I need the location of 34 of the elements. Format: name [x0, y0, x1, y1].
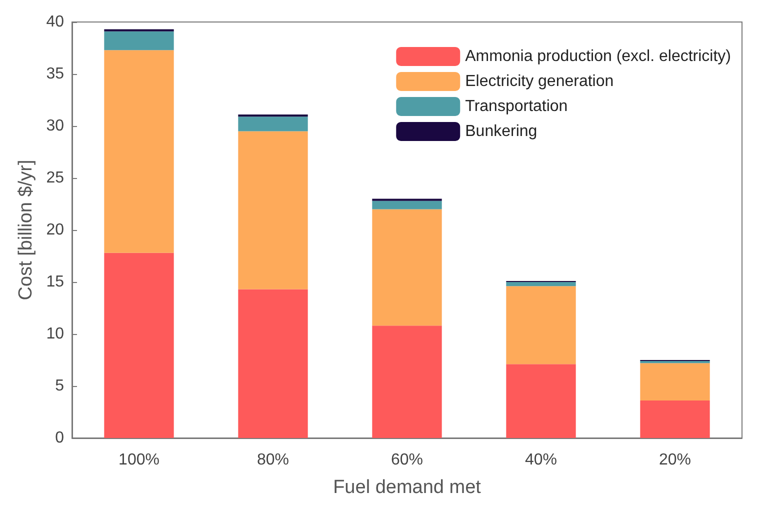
bar: [506, 282, 576, 286]
legend-label: Electricity generation: [465, 73, 614, 90]
y-tick-label: 0: [55, 430, 64, 446]
y-tick-label: 25: [46, 170, 64, 186]
y-tick-label: 15: [46, 274, 64, 290]
bar: [238, 116, 308, 132]
bar: [506, 364, 576, 438]
legend-label: Ammonia production (excl. electricity): [465, 48, 732, 65]
bar: [238, 131, 308, 290]
legend-label: Bunkering: [465, 123, 538, 140]
x-axis-title: Fuel demand met: [333, 477, 482, 498]
bar: [640, 363, 710, 401]
bar: [238, 289, 308, 438]
x-tick-label: 40%: [524, 452, 558, 468]
bar: [372, 209, 442, 326]
y-tick-label: 10: [46, 326, 64, 342]
y-tick-label: 30: [46, 118, 64, 134]
bar: [104, 31, 174, 50]
x-tick-label: 60%: [390, 452, 424, 468]
bar: [506, 286, 576, 364]
legend-label: Transportation: [465, 98, 568, 115]
x-tick-label: 100%: [118, 452, 160, 468]
y-tick-label: 35: [46, 66, 64, 82]
x-tick-label: 80%: [256, 452, 290, 468]
y-tick-label: 20: [46, 222, 64, 238]
x-tick-label: 20%: [658, 452, 692, 468]
bar: [104, 252, 174, 438]
y-tick-label: 40: [46, 14, 64, 30]
bar: [104, 50, 174, 253]
bar: [372, 200, 442, 210]
bar: [640, 400, 710, 438]
y-tick-label: 5: [55, 378, 64, 394]
y-axis-title: Cost [billion $/yr]: [15, 160, 36, 300]
bar: [372, 326, 442, 438]
